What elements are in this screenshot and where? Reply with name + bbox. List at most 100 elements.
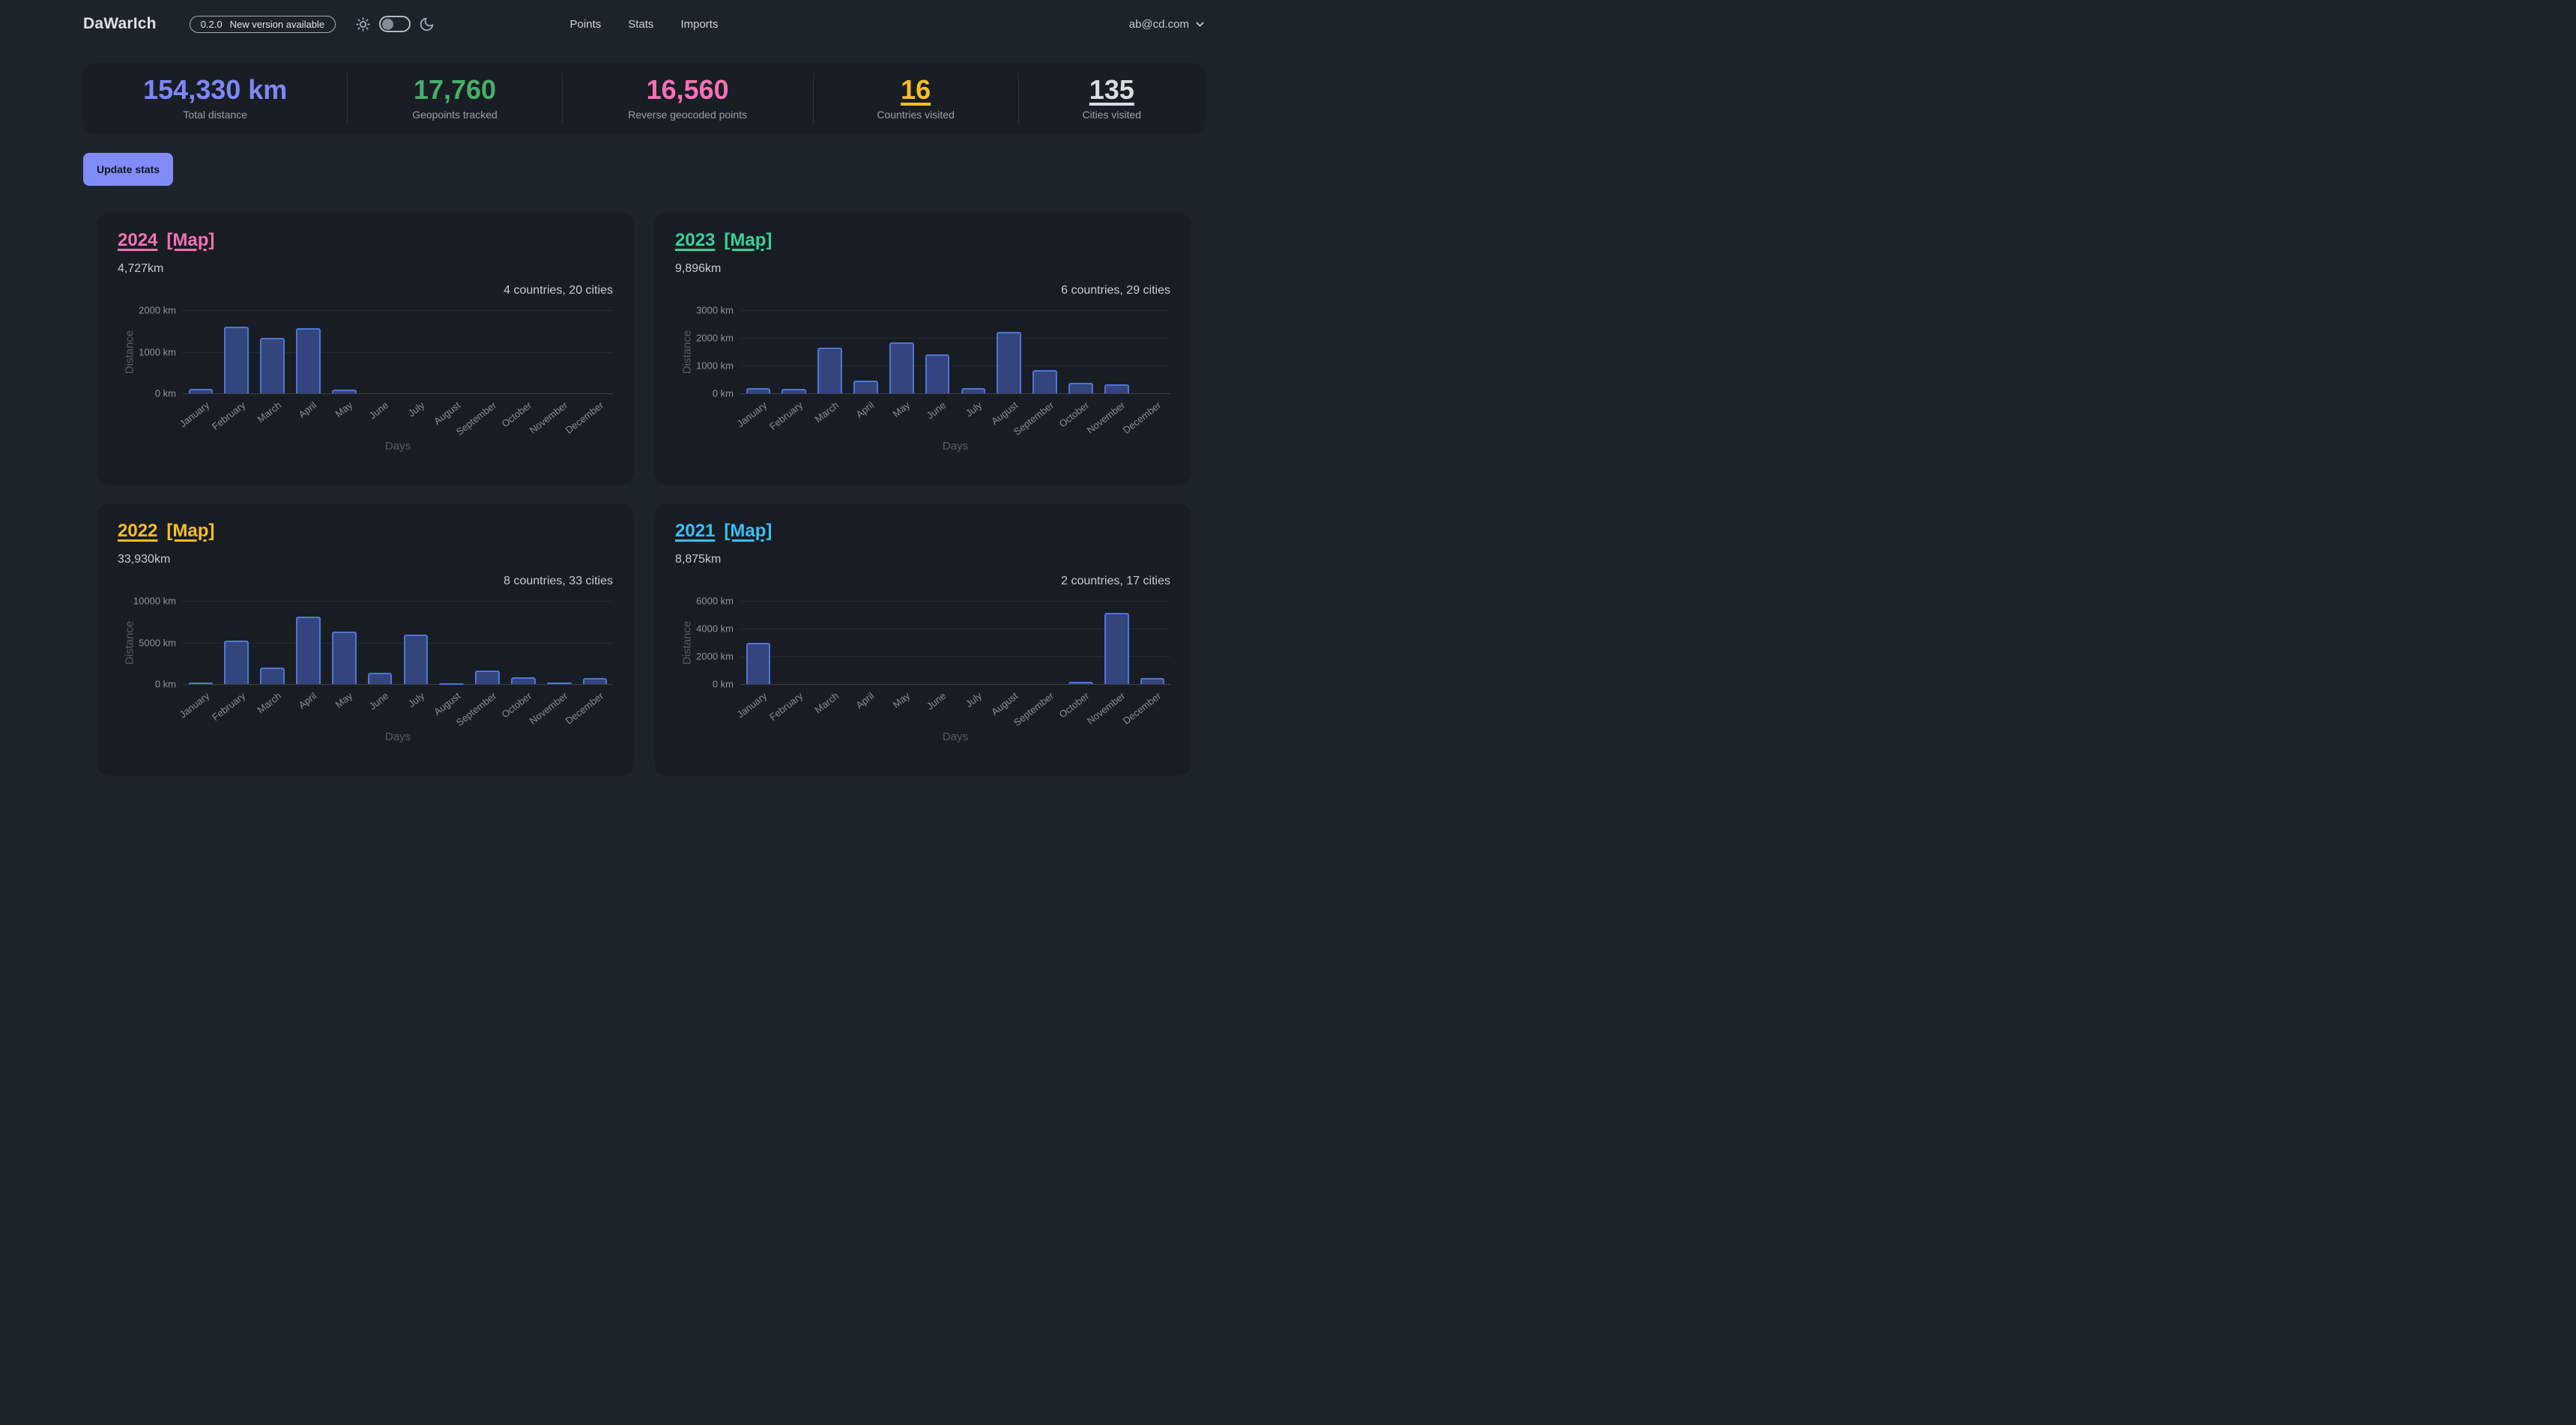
year-summary: 8 countries, 33 cities [504,575,613,587]
x-tick-label: June [366,690,391,712]
bar-April [296,328,321,393]
theme-toggle[interactable] [379,16,411,32]
gridline-5000 [183,642,613,644]
x-tick-label: February [209,399,247,432]
bar-January [188,389,214,393]
cities-visited-link[interactable]: 135 [1089,74,1134,105]
monthly-distance-chart-2023[interactable]: 0 km 1000 km 2000 km 3000 km Distance January… [675,301,1170,455]
gridline-0 [740,393,1170,394]
year-link-2023[interactable]: 2023 [675,230,716,250]
gridline-0 [183,684,613,685]
user-menu[interactable]: ab@cd.com [1129,18,1205,31]
x-tick-label: June [366,399,391,422]
bar-October [1068,681,1093,684]
year-link-2024[interactable]: 2024 [118,230,158,250]
bar-November [1104,384,1129,393]
stat-cities: 135 Cities visited [1018,73,1205,124]
year-distance: 9,896km [675,262,722,275]
x-tick-label: November [1084,399,1128,436]
monthly-distance-chart-2024[interactable]: 0 km 1000 km 2000 km Distance January Februar… [118,301,613,455]
total-distance-value: 154,330 km [143,74,288,105]
bar-December [1140,677,1165,684]
x-tick-label: July [405,690,427,710]
x-tick-label: June [924,690,949,712]
y-tick-label: 10000 km [133,595,176,607]
year-link-2022[interactable]: 2022 [118,521,158,541]
bar-April [296,617,321,684]
x-tick-label: June [924,399,949,422]
x-axis-title: Days [942,730,969,743]
update-stats-button[interactable]: Update stats [83,153,174,186]
y-tick-label: 1000 km [139,346,176,357]
app-header: DaWarIch 0.2.0 New version available Poi… [0,0,1288,48]
map-link-2021[interactable]: [Map] [724,521,773,541]
geopoints-value: 17,760 [413,74,497,105]
x-tick-label: August [431,399,462,427]
countries-visited-link[interactable]: 16 [901,74,931,105]
nav-points[interactable]: Points [569,17,602,31]
y-tick-label: 2000 km [696,332,734,344]
bar-September [1032,370,1057,393]
x-tick-label: December [563,690,606,727]
bar-November [1104,612,1129,684]
nav-imports[interactable]: Imports [680,17,719,31]
version-notice: New version available [229,18,325,30]
bar-December [582,677,608,684]
year-distance: 8,875km [675,553,722,566]
map-link-2023[interactable]: [Map] [724,230,773,250]
x-tick-label: May [333,399,355,420]
version-badge[interactable]: 0.2.0 New version available [189,15,336,33]
x-tick-label: November [527,690,570,727]
bar-January [746,387,771,393]
gridline-2000 [183,310,613,311]
bar-September [475,670,500,684]
year-card-2023: 2023 [Map] 9,896km 6 countries, 29 citie… [654,214,1191,485]
year-link-2021[interactable]: 2021 [675,521,716,541]
y-tick-label: 6000 km [696,595,734,607]
nav-stats[interactable]: Stats [628,17,654,31]
year-summary: 4 countries, 20 cities [504,284,613,297]
x-tick-label: February [209,690,247,723]
y-tick-label: 1000 km [696,360,734,372]
gridline-10000 [183,601,613,602]
monthly-distance-chart-2021[interactable]: 0 km 2000 km 4000 km 6000 km Distance January… [675,592,1170,745]
bar-November [546,683,572,685]
bar-April [853,380,878,393]
cities-visited-label: Cities visited [1082,109,1142,121]
gridline-0 [740,684,1170,685]
x-tick-label: January [734,690,770,721]
reverse-geocoded-label: Reverse geocoded points [628,109,748,121]
gridline-2000 [740,656,1170,657]
x-tick-label: August [988,690,1020,718]
map-link-2024[interactable]: [Map] [166,230,215,250]
x-tick-label: November [527,399,570,436]
x-tick-label: December [1120,399,1164,436]
y-axis-title: Distance [680,620,694,665]
gridline-0 [183,393,613,394]
stat-countries: 16 Countries visited [812,73,1018,124]
gridline-6000 [740,601,1170,602]
geopoints-label: Geopoints tracked [412,109,498,121]
bar-March [260,337,285,393]
countries-visited-label: Countries visited [877,109,955,121]
bar-June [367,672,393,684]
y-tick-label: 0 km [712,678,734,690]
chevron-down-icon [1196,22,1204,26]
monthly-distance-chart-2022[interactable]: 0 km 5000 km 10000 km Distance January Februa… [118,592,613,745]
x-tick-label: May [333,690,355,710]
bar-January [746,642,771,684]
y-tick-label: 2000 km [139,304,176,316]
bar-February [781,389,806,393]
x-tick-label: March [812,399,841,426]
x-tick-label: January [177,690,212,721]
x-tick-label: February [767,690,805,723]
y-tick-label: 2000 km [696,650,734,662]
map-link-2022[interactable]: [Map] [166,521,215,541]
y-tick-label: 0 km [154,387,176,399]
x-tick-label: April [296,690,319,711]
year-cards-grid: 2024 [Map] 4,727km 4 countries, 20 citie… [97,214,1191,775]
user-email: ab@cd.com [1128,17,1189,31]
x-tick-label: July [963,690,985,710]
sun-icon [355,16,371,32]
gridline-2000 [740,338,1170,339]
